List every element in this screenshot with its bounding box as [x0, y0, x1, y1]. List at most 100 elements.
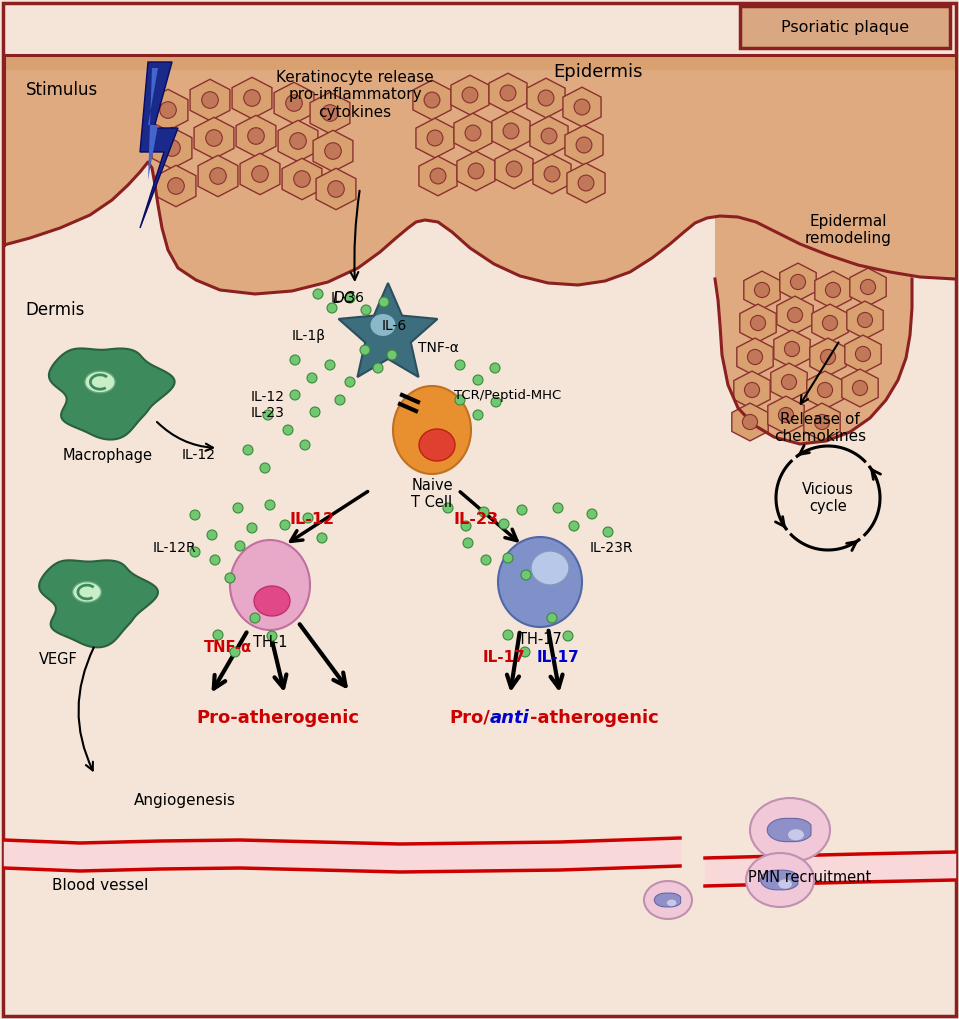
Circle shape — [164, 140, 180, 156]
Polygon shape — [850, 268, 886, 306]
Polygon shape — [282, 158, 322, 200]
Circle shape — [210, 555, 220, 565]
Polygon shape — [767, 818, 811, 842]
Circle shape — [790, 274, 806, 289]
Circle shape — [479, 507, 489, 517]
Text: IL-1β: IL-1β — [292, 329, 326, 343]
Circle shape — [747, 350, 762, 365]
Text: Blood vessel: Blood vessel — [52, 877, 149, 893]
Text: IL-17: IL-17 — [537, 650, 579, 665]
Text: TCR/Peptid-MHC: TCR/Peptid-MHC — [454, 388, 561, 401]
Polygon shape — [199, 155, 238, 197]
Polygon shape — [530, 116, 568, 156]
Polygon shape — [495, 149, 533, 189]
Text: Macrophage: Macrophage — [63, 448, 153, 463]
Text: VEGF: VEGF — [38, 652, 78, 667]
Circle shape — [379, 297, 389, 307]
Text: Pro/: Pro/ — [449, 709, 490, 727]
Polygon shape — [416, 118, 454, 158]
Circle shape — [499, 519, 509, 529]
Circle shape — [821, 350, 835, 365]
Ellipse shape — [667, 900, 676, 906]
Text: IL-12R: IL-12R — [152, 541, 196, 555]
Circle shape — [503, 123, 519, 139]
Circle shape — [233, 503, 243, 513]
Circle shape — [387, 350, 397, 360]
Circle shape — [206, 129, 222, 147]
Circle shape — [744, 382, 760, 397]
Circle shape — [751, 316, 765, 330]
Text: IL-23: IL-23 — [454, 513, 499, 528]
Text: TH-1: TH-1 — [253, 635, 288, 650]
Circle shape — [317, 533, 327, 543]
Circle shape — [500, 85, 516, 101]
Text: Stimulus: Stimulus — [26, 81, 98, 99]
Polygon shape — [310, 93, 350, 133]
Polygon shape — [812, 304, 848, 342]
Polygon shape — [419, 156, 457, 196]
Circle shape — [286, 95, 302, 111]
Circle shape — [755, 282, 769, 298]
Circle shape — [461, 521, 471, 531]
Polygon shape — [156, 165, 196, 207]
Circle shape — [290, 355, 300, 365]
Ellipse shape — [419, 429, 455, 461]
Polygon shape — [489, 73, 527, 113]
Polygon shape — [847, 301, 883, 339]
Polygon shape — [737, 338, 773, 376]
Circle shape — [247, 127, 265, 145]
Ellipse shape — [746, 853, 814, 907]
Circle shape — [424, 92, 440, 108]
Polygon shape — [842, 369, 878, 407]
Circle shape — [307, 373, 317, 383]
Polygon shape — [313, 130, 353, 171]
Polygon shape — [777, 297, 813, 334]
Polygon shape — [815, 271, 852, 309]
Polygon shape — [140, 62, 178, 228]
Text: IL-36: IL-36 — [331, 291, 365, 305]
Circle shape — [190, 547, 200, 557]
Circle shape — [310, 407, 320, 417]
Circle shape — [361, 305, 371, 315]
Polygon shape — [148, 90, 188, 130]
Circle shape — [817, 382, 832, 397]
Polygon shape — [565, 125, 603, 165]
Text: IL-12: IL-12 — [290, 513, 335, 528]
Ellipse shape — [370, 314, 395, 336]
Circle shape — [603, 527, 613, 537]
Polygon shape — [533, 154, 571, 194]
Polygon shape — [240, 153, 280, 195]
Circle shape — [290, 132, 306, 149]
Circle shape — [468, 163, 484, 179]
Text: PMN recruitment: PMN recruitment — [748, 870, 872, 884]
Circle shape — [503, 630, 513, 640]
Polygon shape — [760, 870, 798, 890]
Circle shape — [345, 377, 355, 387]
Circle shape — [503, 553, 513, 564]
Circle shape — [250, 613, 260, 623]
Circle shape — [345, 293, 355, 303]
Polygon shape — [492, 111, 530, 151]
Text: IL-12
IL-23: IL-12 IL-23 — [251, 390, 285, 420]
FancyBboxPatch shape — [740, 6, 950, 48]
Polygon shape — [451, 75, 489, 115]
Circle shape — [463, 538, 473, 548]
Circle shape — [481, 555, 491, 565]
Polygon shape — [152, 127, 192, 169]
Polygon shape — [739, 304, 776, 342]
Circle shape — [563, 631, 573, 641]
Ellipse shape — [779, 879, 792, 889]
Text: DC: DC — [333, 290, 355, 306]
Circle shape — [243, 445, 253, 455]
Text: Psoriatic plaque: Psoriatic plaque — [781, 19, 909, 35]
Text: -atherogenic: -atherogenic — [530, 709, 659, 727]
Circle shape — [430, 168, 446, 183]
Circle shape — [207, 530, 217, 540]
Circle shape — [860, 279, 876, 294]
Ellipse shape — [788, 829, 804, 841]
Circle shape — [544, 166, 560, 182]
Circle shape — [327, 303, 337, 313]
Polygon shape — [774, 330, 810, 368]
Text: Epidermis: Epidermis — [553, 63, 643, 81]
Circle shape — [263, 410, 273, 420]
